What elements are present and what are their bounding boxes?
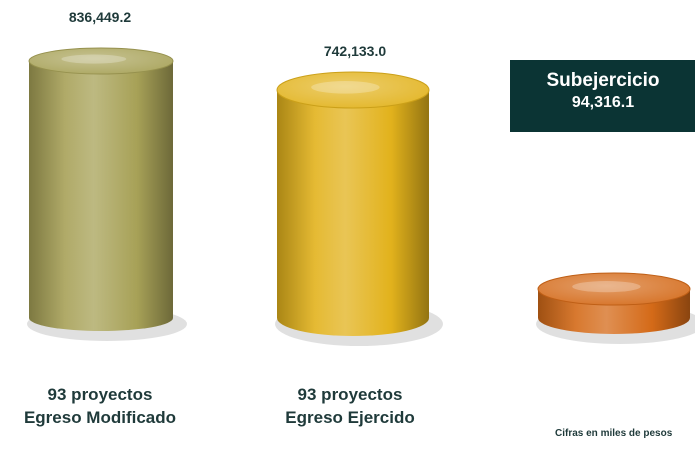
category-label-line2: Egreso Modificado (0, 406, 210, 429)
bar-highlight (572, 281, 640, 292)
callout-value: 94,316.1 (510, 94, 695, 112)
bar-subejercicio (536, 273, 695, 344)
category-label-line2: Egreso Ejercido (240, 406, 460, 429)
category-label-line1: 93 proyectos (0, 383, 210, 406)
bar-egreso-ejercido (275, 72, 443, 346)
bar-body (277, 90, 429, 336)
category-label-line1: 93 proyectos (240, 383, 460, 406)
callout-title: Subejercicio (510, 70, 695, 92)
category-label-egreso-modificado: 93 proyectos Egreso Modificado (0, 383, 210, 429)
bar-egreso-modificado (27, 48, 187, 341)
category-label-egreso-ejercido: 93 proyectos Egreso Ejercido (240, 383, 460, 429)
bar-highlight (311, 81, 379, 94)
units-footnote: Cifras en miles de pesos (555, 428, 672, 439)
value-label-egreso-modificado: 836,449.2 (15, 9, 185, 25)
bar-highlight (61, 55, 126, 64)
subejercicio-callout: Subejercicio 94,316.1 (510, 60, 695, 132)
bar-body (29, 61, 173, 331)
value-label-egreso-ejercido: 742,133.0 (270, 43, 440, 59)
